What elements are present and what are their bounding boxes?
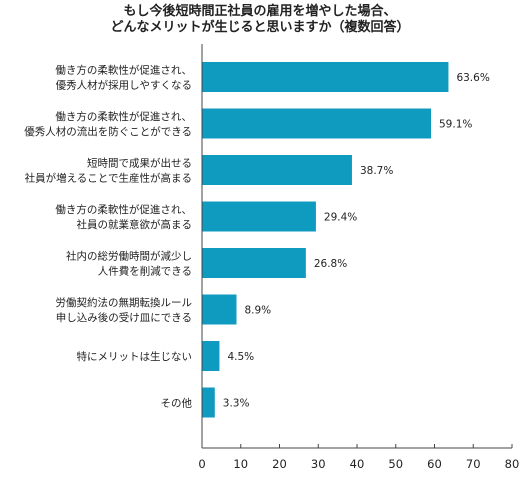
- category-label: 社内の総労働時間が減少し: [66, 250, 192, 263]
- x-tick-label: 70: [466, 457, 481, 471]
- category-label: 短時間で成果が出せる: [87, 157, 192, 170]
- chart-title-line: どんなメリットが生じると思いますか（複数回答）: [110, 19, 409, 35]
- data-label: 4.5%: [227, 351, 254, 363]
- x-tick-label: 80: [505, 457, 520, 471]
- bar: [202, 248, 306, 278]
- bar: [202, 62, 449, 92]
- category-label: 人件費を削減できる: [98, 265, 192, 278]
- data-label: 3.3%: [223, 398, 250, 410]
- category-label: 社員が増えることで生産性が高まる: [25, 172, 192, 185]
- x-tick-label: 40: [350, 457, 365, 471]
- data-label: 29.4%: [324, 212, 357, 224]
- x-tick-label: 0: [198, 457, 205, 471]
- x-tick-label: 10: [233, 457, 248, 471]
- x-tick-label: 60: [427, 457, 442, 471]
- bar: [202, 201, 316, 232]
- category-label: 働き方の柔軟性が促進され、: [55, 110, 192, 123]
- data-label: 59.1%: [439, 119, 472, 131]
- category-label: 優秀人材が採用しやすくなる: [56, 79, 192, 92]
- category-label: 社員の就業意欲が高まる: [77, 218, 193, 231]
- bar: [202, 155, 352, 185]
- data-label: 26.8%: [314, 258, 347, 270]
- x-tick-label: 20: [272, 457, 287, 471]
- bar: [202, 294, 237, 325]
- category-label: 働き方の柔軟性が促進され、: [55, 203, 192, 216]
- chart-title-line: もし今後短時間正社員の雇用を増やした場合、: [123, 3, 396, 19]
- x-tick-label: 50: [388, 457, 403, 471]
- bar: [202, 387, 215, 418]
- bar: [202, 108, 432, 139]
- x-tick-label: 30: [311, 457, 326, 471]
- data-label: 38.7%: [360, 165, 393, 177]
- category-label: その他: [161, 397, 193, 410]
- bar: [202, 341, 220, 371]
- category-label: 労働契約法の無期転換ルール: [56, 296, 193, 309]
- category-label: 特にメリットは生じない: [77, 350, 193, 363]
- category-label: 働き方の柔軟性が促進され、: [55, 64, 192, 77]
- data-label: 63.6%: [456, 72, 489, 84]
- category-label: 申し込み後の受け皿にできる: [56, 311, 192, 324]
- data-label: 8.9%: [244, 305, 271, 317]
- category-label: 優秀人材の流出を防ぐことができる: [24, 125, 192, 138]
